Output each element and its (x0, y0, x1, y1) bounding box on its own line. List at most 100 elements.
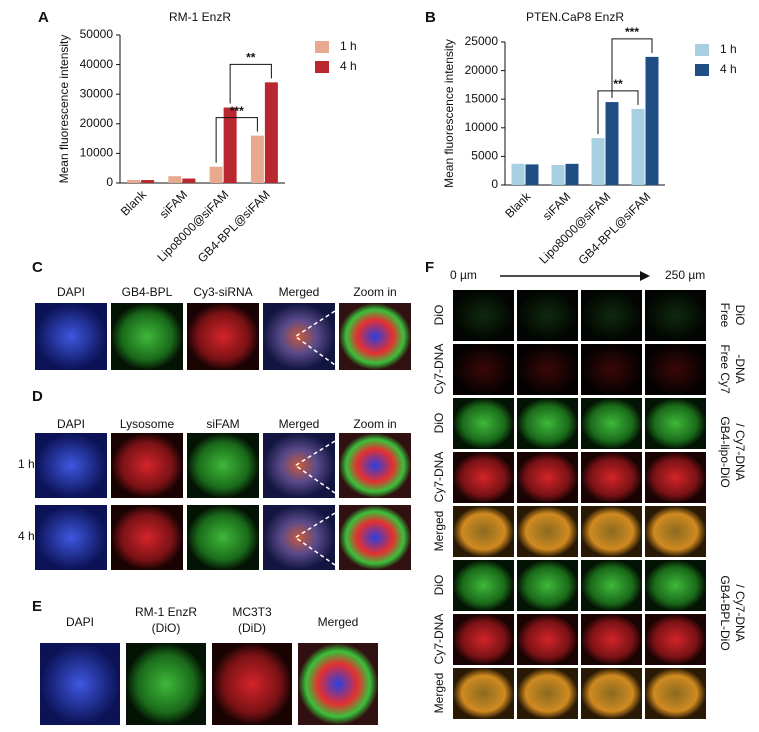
scale-start: 0 µm (450, 268, 477, 282)
bar (223, 107, 237, 183)
x-tick-label: siFAM (157, 187, 190, 220)
x-tick-label: Lipo8000@siFAM (154, 187, 231, 264)
micrograph (581, 452, 642, 503)
micrograph (298, 643, 378, 725)
micrograph (581, 344, 642, 395)
bar (141, 180, 155, 183)
micrograph (35, 433, 107, 498)
bar (209, 166, 223, 183)
micrograph (111, 505, 183, 570)
channel-label: Cy7-DNA (432, 614, 446, 665)
micrograph (453, 398, 514, 449)
significance-bracket (215, 117, 258, 163)
micrograph (581, 506, 642, 557)
y-tick-label: 15000 (465, 91, 499, 105)
column-header: Cy3-siRNA (193, 285, 252, 299)
bar (511, 163, 525, 185)
significance-bracket (611, 38, 653, 99)
x-tick-label: Lipo8000@siFAM (536, 189, 613, 266)
column-header: MC3T3 (232, 605, 272, 619)
bar (645, 56, 659, 185)
significance-bracket (229, 63, 272, 104)
micrograph (453, 506, 514, 557)
row-label: 1 h (18, 457, 35, 471)
panel-letter: A (38, 9, 49, 26)
legend-label: 1 h (720, 42, 737, 56)
micrograph (581, 290, 642, 341)
column-header: (DiO) (152, 621, 181, 635)
micrograph (187, 303, 259, 370)
bar (264, 82, 278, 183)
channel-label: DiO (432, 305, 446, 326)
x-tick-label: Blank (118, 187, 150, 219)
scale-end: 250 µm (665, 268, 705, 282)
micrograph (453, 614, 514, 665)
y-tick-label: 0 (491, 177, 498, 191)
y-tick-label: 30000 (80, 86, 114, 100)
zoom-guide (294, 310, 336, 366)
bar (565, 163, 579, 185)
micrograph (581, 668, 642, 719)
row-label: 4 h (18, 529, 35, 543)
micrograph (453, 452, 514, 503)
micrograph (645, 290, 706, 341)
zoom-guide (294, 512, 336, 566)
micrograph (339, 303, 411, 370)
column-header: GB4-BPL (122, 285, 173, 299)
column-header: siFAM (206, 417, 239, 431)
micrograph (517, 614, 578, 665)
legend-label: 4 h (340, 59, 357, 73)
group-label: DiO (733, 305, 747, 326)
panel-letter: B (425, 9, 436, 26)
micrograph (517, 560, 578, 611)
group-label: -DNA (733, 354, 747, 383)
bar (525, 164, 539, 185)
micrograph (111, 303, 183, 370)
micrograph (517, 344, 578, 395)
x-tick-label: siFAM (540, 189, 573, 222)
panel-letter: C (32, 259, 43, 276)
column-header: Merged (318, 615, 359, 629)
column-header: Merged (279, 417, 320, 431)
group-label: Free (718, 303, 732, 328)
group-label: GB4-BPL-DiO (718, 575, 732, 650)
bar (631, 108, 645, 185)
micrograph (581, 614, 642, 665)
group-label: Free Cy7 (718, 344, 732, 394)
micrograph (263, 303, 335, 370)
column-header: RM-1 EnzR (135, 605, 197, 619)
micrograph (35, 505, 107, 570)
micrograph (517, 398, 578, 449)
bar (605, 102, 619, 185)
micrograph (645, 560, 706, 611)
significance-label: ** (246, 51, 256, 65)
significance-label: *** (625, 25, 639, 39)
micrograph (645, 506, 706, 557)
x-tick-label: GB4-BPL@siFAM (575, 189, 653, 267)
bar (551, 164, 565, 185)
legend-swatch (315, 41, 329, 53)
legend-swatch (695, 64, 709, 76)
column-header: (DiD) (238, 621, 266, 635)
micrograph (35, 303, 107, 370)
micrograph (517, 668, 578, 719)
micrograph (517, 506, 578, 557)
significance-label: *** (230, 104, 244, 118)
bar (127, 180, 141, 183)
channel-label: Merged (432, 673, 446, 714)
channel-label: DiO (432, 413, 446, 434)
micrograph (339, 433, 411, 498)
x-tick-label: Blank (502, 189, 534, 221)
column-header: Merged (279, 285, 320, 299)
micrograph (645, 398, 706, 449)
panel-letter: E (32, 598, 42, 615)
zoom-guide (294, 440, 336, 494)
y-tick-label: 40000 (80, 57, 114, 71)
column-header: DAPI (57, 417, 85, 431)
micrograph (645, 668, 706, 719)
legend-label: 4 h (720, 62, 737, 76)
micrograph (517, 290, 578, 341)
group-label: / Cy7-DNA (733, 584, 747, 641)
bar (591, 138, 605, 185)
channel-label: Cy7-DNA (432, 344, 446, 395)
